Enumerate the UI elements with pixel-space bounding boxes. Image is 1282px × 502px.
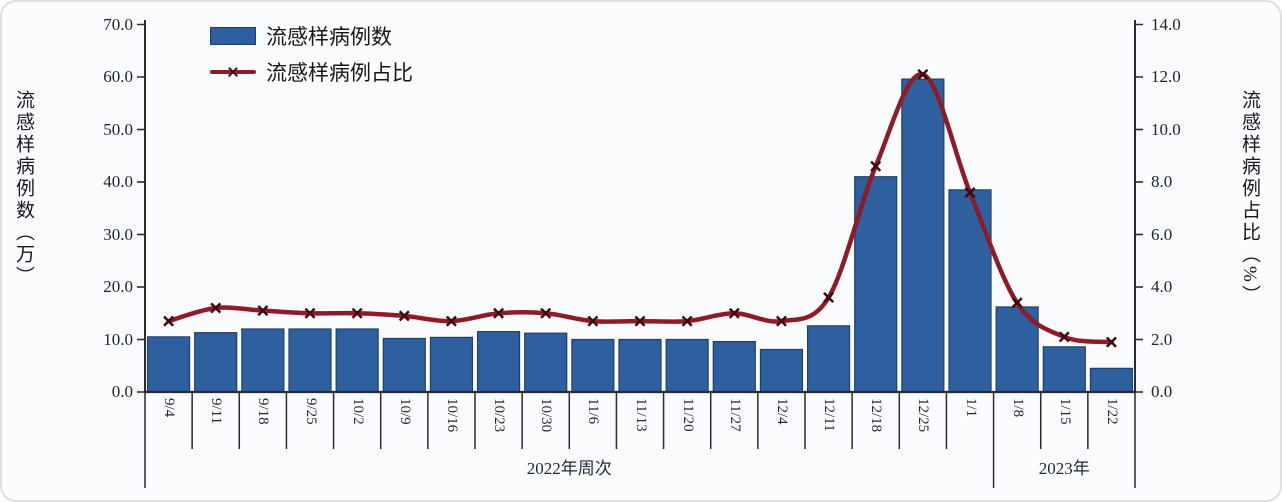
bar <box>524 332 568 393</box>
bar <box>382 337 426 393</box>
x-axis-group-label-2022: 2022年周次 <box>526 459 612 478</box>
x-tick-label: 12/18 <box>868 398 885 433</box>
right-y-tick-label: 12.0 <box>1151 67 1181 86</box>
line-point-marker <box>1058 331 1070 343</box>
left-y-tick-label: 30.0 <box>103 224 133 244</box>
x-tick-label: 11/13 <box>632 398 649 432</box>
bar <box>1089 367 1134 393</box>
bar <box>194 332 238 393</box>
ratio-line <box>166 72 1114 345</box>
left-y-tick-label: 10.0 <box>103 329 133 349</box>
bar <box>948 189 992 393</box>
x-tick-label: 9/11 <box>208 398 225 425</box>
line-point-marker <box>1105 336 1117 348</box>
left-y-tick-label: 40.0 <box>103 172 133 191</box>
bar-series-swatch-icon <box>210 26 256 45</box>
x-tick-label: 10/9 <box>396 398 413 425</box>
x-marker-icon <box>227 66 239 78</box>
line-point-marker <box>398 310 410 322</box>
right-y-tick-label: 4.0 <box>1151 277 1173 296</box>
line-point-marker <box>775 315 787 327</box>
bar <box>429 336 474 393</box>
x-tick-label: 9/25 <box>302 398 319 425</box>
x-tick-label: 12/11 <box>821 398 838 432</box>
right-y-tick-label: 6.0 <box>1151 224 1173 244</box>
bar <box>665 338 709 393</box>
x-tick-label: 12/4 <box>773 398 790 425</box>
line-point-marker <box>445 315 457 327</box>
x-tick-label: 11/20 <box>679 398 696 432</box>
left-y-tick-label: 0.0 <box>111 382 133 401</box>
right-y-tick-label: 10.0 <box>1151 119 1181 139</box>
line-point-marker <box>163 315 175 327</box>
right-y-tick-label: 2.0 <box>1151 329 1173 349</box>
x-tick-label: 9/18 <box>255 398 272 425</box>
bar <box>571 338 615 393</box>
bar <box>759 348 804 393</box>
line-point-marker <box>210 302 222 314</box>
x-tick-label: 9/4 <box>161 398 178 418</box>
left-y-tick-label: 70.0 <box>103 14 133 34</box>
line-point-marker <box>634 315 646 327</box>
legend-item-ratio: 流感样病例占比 <box>210 58 413 85</box>
legend: 流感样病例数 流感样病例占比 <box>210 22 413 85</box>
x-tick-label: 11/27 <box>726 398 743 432</box>
bar <box>806 325 851 393</box>
x-tick-label: 12/25 <box>915 398 932 433</box>
left-y-tick-label: 60.0 <box>103 67 133 86</box>
bar <box>712 341 756 393</box>
line-point-marker <box>540 307 552 319</box>
left-y-tick-label: 50.0 <box>103 119 133 139</box>
x-tick-label: 1/15 <box>1056 398 1073 425</box>
line-point-marker <box>917 68 929 80</box>
right-y-tick-label: 0.0 <box>1151 382 1173 401</box>
x-tick-label: 10/30 <box>538 398 555 433</box>
x-tick-label: 10/23 <box>491 398 508 433</box>
x-axis-group-label-2023: 2023年 <box>1038 459 1090 478</box>
bar <box>618 338 662 393</box>
line-point-marker <box>823 292 835 303</box>
line-point-marker <box>304 307 316 319</box>
right-y-tick-label: 8.0 <box>1151 172 1173 191</box>
right-axis-title: 流感样病例占比（%） <box>1239 90 1260 307</box>
line-point-marker <box>728 307 740 319</box>
line-point-marker <box>257 305 269 317</box>
line-point-marker <box>964 187 976 198</box>
line-point-marker <box>587 315 599 327</box>
bar <box>241 328 285 393</box>
legend-label-ratio: 流感样病例占比 <box>266 60 413 85</box>
x-tick-label: 1/1 <box>962 398 979 418</box>
line-point-marker <box>870 160 882 172</box>
bar <box>476 331 521 393</box>
x-tick-label: 1/22 <box>1103 398 1120 425</box>
bar <box>288 328 332 393</box>
bar <box>901 78 945 393</box>
bar <box>146 336 191 393</box>
x-tick-label: 10/2 <box>349 398 366 425</box>
line-point-marker <box>493 307 505 319</box>
legend-item-cases: 流感样病例数 <box>210 22 413 49</box>
x-tick-label: 10/16 <box>443 398 460 433</box>
left-axis-title: 流感样病例数（万） <box>13 90 34 288</box>
legend-label-cases: 流感样病例数 <box>266 24 392 49</box>
left-y-tick-label: 20.0 <box>103 277 133 296</box>
x-tick-label: 11/6 <box>585 398 602 425</box>
bar <box>1042 346 1086 393</box>
line-point-marker <box>351 307 363 319</box>
line-series-swatch-icon <box>210 69 256 74</box>
right-y-tick-label: 14.0 <box>1151 14 1181 34</box>
line-point-marker <box>1011 297 1023 309</box>
line-point-marker <box>681 315 693 327</box>
x-tick-label: 1/8 <box>1009 398 1026 418</box>
bar <box>335 328 379 393</box>
